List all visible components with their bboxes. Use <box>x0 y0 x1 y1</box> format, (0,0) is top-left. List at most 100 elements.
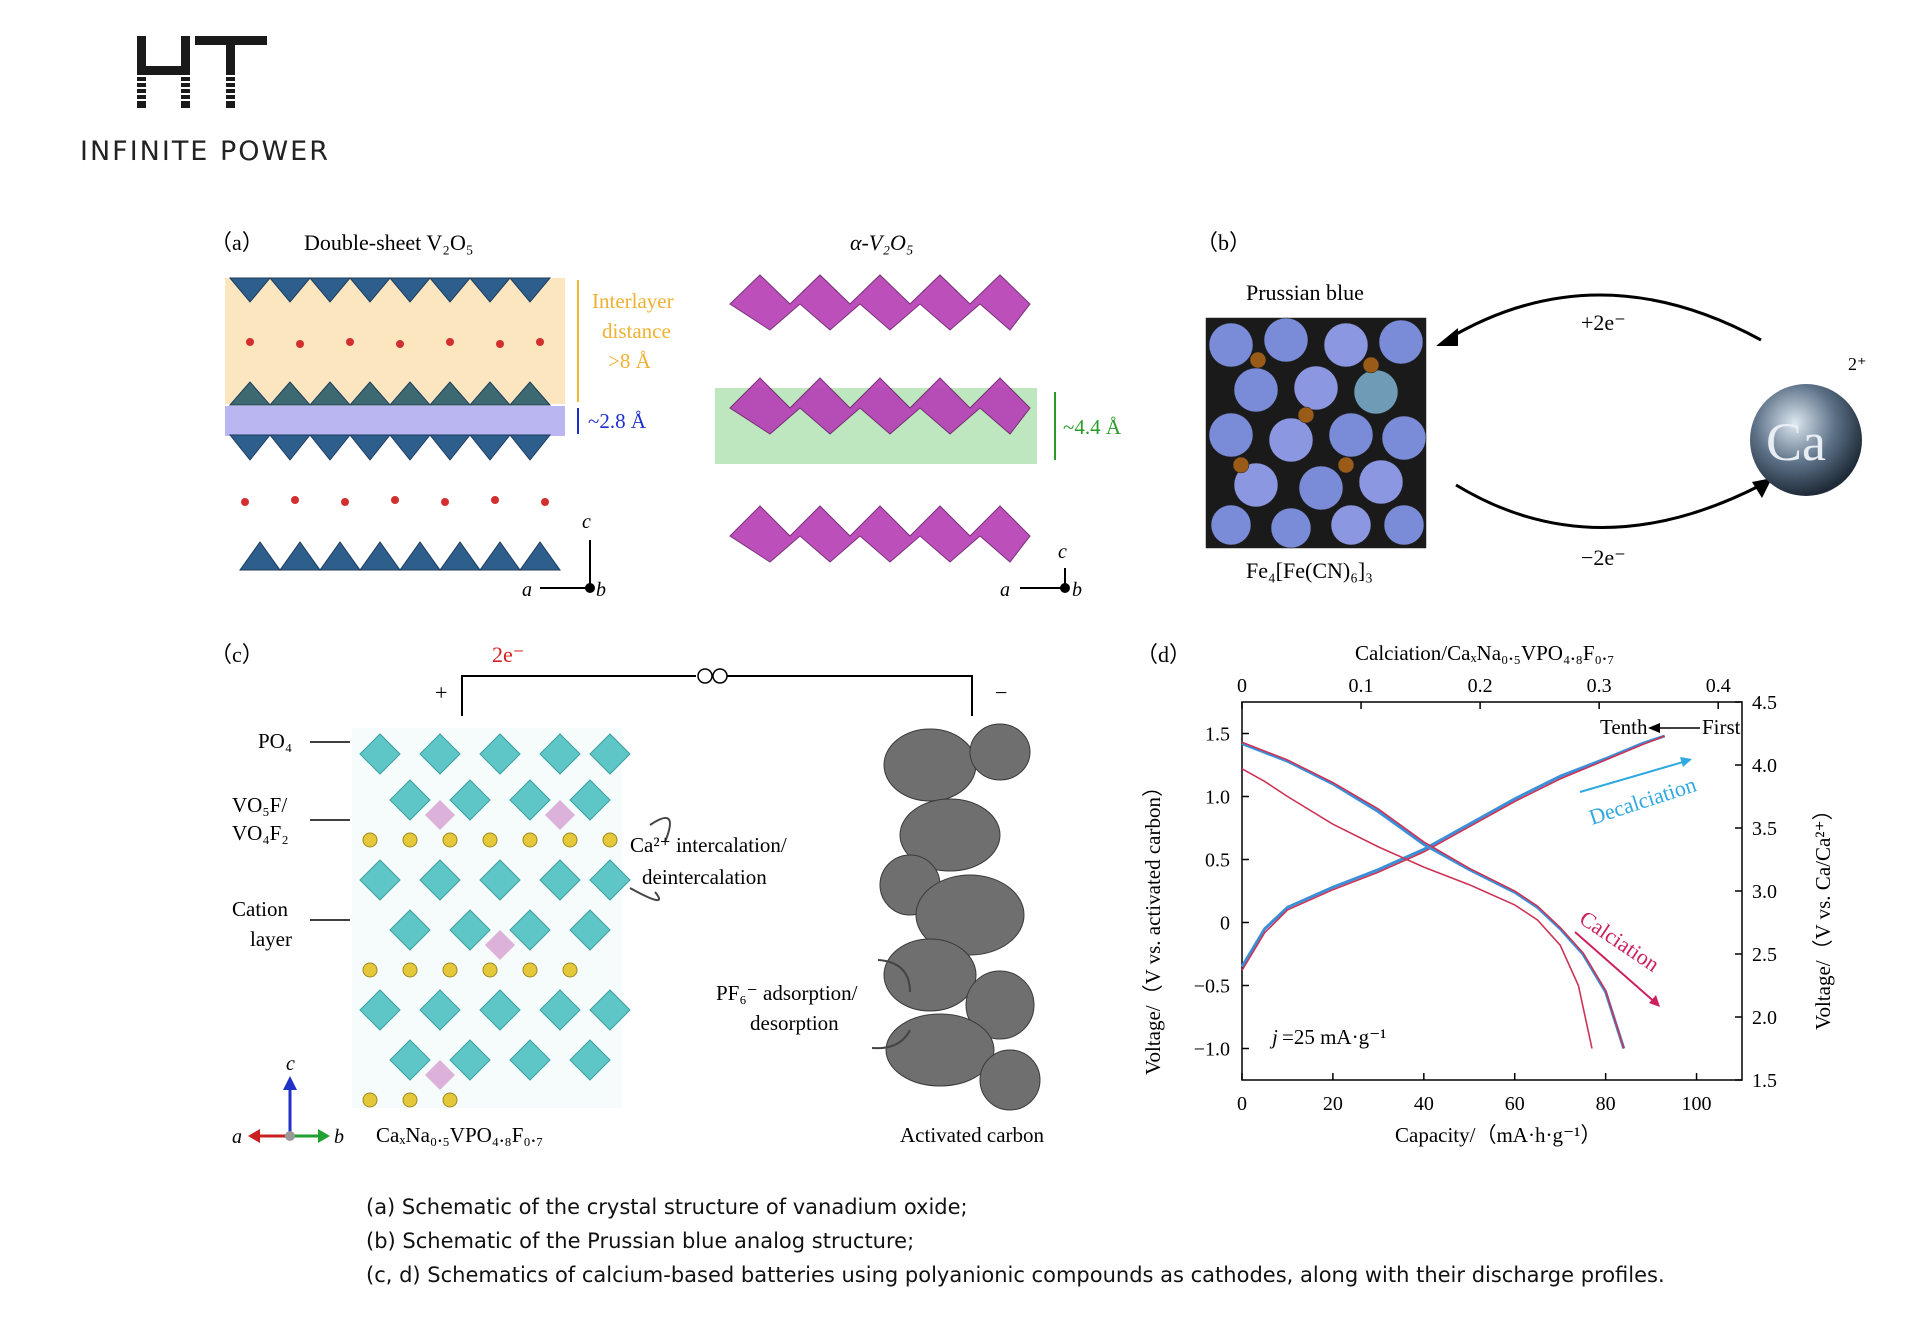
chart-ticks: 0 20 40 60 80 100 −1.0 −0.5 0 0.5 1.0 1.5 0 0.1 0.2 0.3… <box>1194 675 1777 1115</box>
panel-b-figure: （b） Prussian blue Fe₄[Fe(CN)₆]₃ +2e⁻ −2e… <box>1196 230 1867 583</box>
x-tick-label: 100 <box>1682 1093 1712 1115</box>
plot-frame <box>1241 701 1743 1081</box>
x-tick-label: 40 <box>1414 1093 1434 1115</box>
right-tick-label: 3.0 <box>1752 881 1777 903</box>
prussian-blue-title: Prussian blue <box>1246 280 1364 305</box>
chart-ylabel: Voltage/（V vs. activated carbon） <box>1141 776 1165 1075</box>
pf6-label-2: desorption <box>750 1011 839 1035</box>
charge-bottom: −2e⁻ <box>1581 545 1626 570</box>
right-tick-label: 3.5 <box>1752 818 1777 840</box>
calcium-symbol: Ca <box>1766 412 1826 472</box>
axis-triad-a-right <box>1020 568 1066 589</box>
cathode-label: CaₓNa₀.₅VPO₄.₈F₀.₇ <box>376 1123 543 1147</box>
axis-b-label-alpha: b <box>1072 579 1082 601</box>
arrow-bottom <box>1455 483 1762 529</box>
calcium-ion <box>1750 384 1862 496</box>
panel-c-figure: （c） 2e⁻ + − PO₄ VO₅F/ VO₄F₂ Cation layer <box>210 642 1045 1148</box>
pf6-label-1: PF₆⁻ adsorption/ <box>716 981 858 1005</box>
external-circuit <box>461 675 696 716</box>
chart-curves <box>1240 734 1666 1049</box>
charge-top: +2e⁻ <box>1581 310 1626 335</box>
axis-triad-a-left <box>540 540 591 589</box>
electron-label: 2e⁻ <box>492 642 524 667</box>
panel-d-label: （d） <box>1136 642 1191 667</box>
activated-carbon-particles <box>879 723 1041 1111</box>
annotation-first: First <box>1702 715 1741 739</box>
right-tick-label: 1.5 <box>1752 1070 1777 1092</box>
y-tick-label: 1.0 <box>1205 787 1230 809</box>
caption-line-3: (c, d) Schematics of calcium-based batte… <box>366 1263 1665 1287</box>
interlayer-label-1: Interlayer <box>592 289 674 313</box>
x-tick-label: 20 <box>1323 1093 1343 1115</box>
alpha-layers <box>729 274 1031 563</box>
interlayer-label-3: >8 Å <box>608 349 652 373</box>
double-sheet-title: Double-sheet V₂O₅ <box>304 230 474 255</box>
cation-label-2: layer <box>250 927 292 951</box>
vo5f-label-2: VO₄F₂ <box>232 821 289 845</box>
arrow-top <box>1445 293 1762 342</box>
decalciation-arrow <box>1579 759 1691 793</box>
axis-triad-c <box>248 1076 330 1143</box>
right-tick-label: 4.5 <box>1752 692 1777 714</box>
panel-b-label: （b） <box>1196 230 1251 255</box>
small-gap-label: ~2.8 Å <box>588 409 647 433</box>
x-tick-label: 0 <box>1237 1093 1247 1115</box>
alpha-gap-label: ~4.4 Å <box>1063 415 1122 439</box>
y-tick-label: 0 <box>1220 913 1230 935</box>
brand-logo: INFINITE POWER <box>40 36 370 176</box>
caption-line-1: (a) Schematic of the crystal structure o… <box>366 1195 968 1219</box>
interlayer-label-2: distance <box>602 319 671 343</box>
series-line-1 <box>1240 734 1666 968</box>
calcium-charge: 2⁺ <box>1848 354 1867 374</box>
annotation-j: j <box>1269 1025 1278 1049</box>
chart-xlabel: Capacity/（mA·h·g⁻¹） <box>1395 1123 1601 1147</box>
vo5f-label-1: VO₅F/ <box>232 793 287 817</box>
chart-right-ylabel: Voltage/（V vs. Ca/Ca²⁺） <box>1811 799 1835 1030</box>
oxygen-atoms <box>241 338 549 506</box>
x-tick-label: 60 <box>1505 1093 1525 1115</box>
right-tick-label: 2.5 <box>1752 944 1777 966</box>
right-tick-label: 4.0 <box>1752 755 1777 777</box>
axis-b-label-a: b <box>596 579 606 601</box>
double-sheet-layers <box>228 277 561 571</box>
intercalation-arrow-bottom <box>629 887 661 901</box>
panel-d-chart: （d） Calciation/CaₓNa₀.₅VPO₄.₈F₀.₇ 0 20 40 6… <box>1136 641 1835 1147</box>
small-gap-band <box>225 406 565 436</box>
right-tick-label: 2.0 <box>1752 1007 1777 1029</box>
panel-c-label: （c） <box>210 642 264 667</box>
y-tick-label: −0.5 <box>1194 976 1230 998</box>
axis-c-label-a: c <box>582 511 591 533</box>
series-line-2 <box>1241 735 1665 971</box>
y-tick-label: 1.5 <box>1205 724 1230 746</box>
axis-a-label-c: a <box>232 1126 242 1148</box>
anode-label: Activated carbon <box>900 1123 1045 1147</box>
chart-top-xlabel: Calciation/CaₓNa₀.₅VPO₄.₈F₀.₇ <box>1355 641 1614 665</box>
prussian-blue-cube <box>1205 317 1427 549</box>
calciation-arrow <box>1574 931 1659 1006</box>
cathode-lattice <box>352 728 631 1108</box>
series-line-4 <box>1241 741 1625 1049</box>
figure-caption: (a) Schematic of the crystal structure o… <box>366 1190 1766 1292</box>
top-tick-label: 0.4 <box>1706 675 1731 697</box>
top-tick-label: 0.1 <box>1349 675 1374 697</box>
axis-b-label-c: b <box>334 1126 344 1148</box>
interlayer-band <box>225 278 565 404</box>
annotation-tenth: Tenth <box>1600 715 1648 739</box>
plus-terminal: + <box>435 680 447 705</box>
adsorption-arrow-top <box>877 959 911 993</box>
y-tick-label: 0.5 <box>1205 850 1230 872</box>
logo-tagline: INFINITE POWER <box>80 136 330 167</box>
minus-terminal: − <box>995 680 1007 705</box>
top-tick-label: 0.3 <box>1587 675 1612 697</box>
adsorption-arrow-bottom <box>871 1029 911 1050</box>
axis-a-label-a: a <box>522 579 532 601</box>
intercalation-label-1: Ca²⁺ intercalation/ <box>630 833 787 857</box>
y-tick-label: −1.0 <box>1194 1039 1230 1061</box>
axis-c-label-alpha: c <box>1058 541 1067 563</box>
caption-line-2: (b) Schematic of the Prussian blue analo… <box>366 1229 915 1253</box>
axis-c-label-c: c <box>286 1053 295 1075</box>
panel-a-label: （a） <box>210 230 264 255</box>
po4-label: PO₄ <box>258 729 292 753</box>
annotation-decalciation: Decalciation <box>1586 772 1699 830</box>
series-line-3 <box>1241 742 1626 1049</box>
